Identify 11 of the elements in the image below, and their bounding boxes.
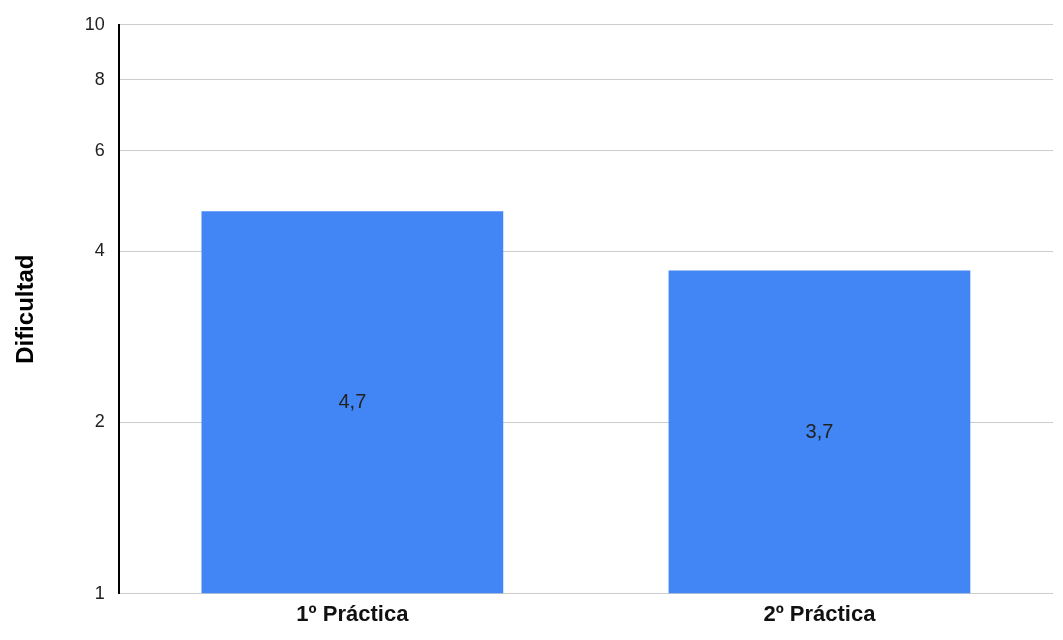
y-tick-label: 8 <box>94 68 105 89</box>
x-tick-label: 1º Práctica <box>296 600 410 626</box>
y-tick-label: 10 <box>84 13 105 34</box>
y-tick-label: 4 <box>94 240 105 261</box>
y-tick-label: 1 <box>94 582 105 603</box>
y-tick-label: 6 <box>94 139 105 160</box>
y-tick-label: 2 <box>94 411 105 432</box>
data-label: 4,7 <box>338 389 367 412</box>
x-tick-label: 2º Práctica <box>763 600 877 626</box>
y-axis-title: Dificultad <box>11 254 39 364</box>
data-label: 3,7 <box>805 419 834 442</box>
